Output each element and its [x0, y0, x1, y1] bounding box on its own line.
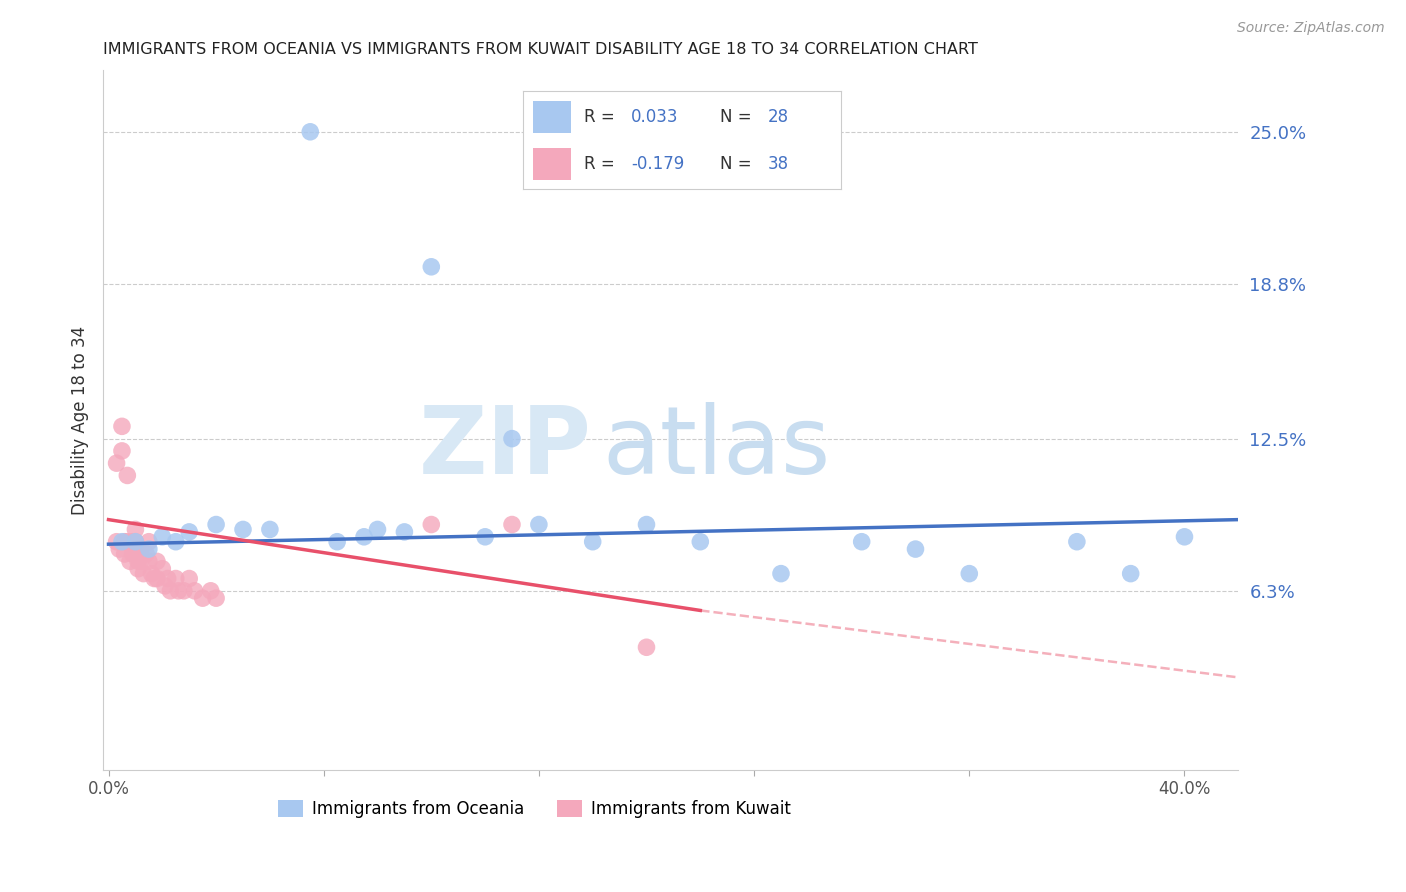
Point — [394, 524, 416, 539]
Point — [851, 534, 873, 549]
Text: ZIP: ZIP — [419, 402, 592, 494]
Point — [129, 542, 152, 557]
Point — [165, 534, 187, 549]
Point — [108, 542, 131, 557]
Point — [474, 530, 496, 544]
Point — [200, 583, 222, 598]
Point — [121, 534, 143, 549]
Point — [127, 554, 149, 568]
Point — [501, 432, 523, 446]
Point — [138, 554, 160, 568]
Legend: Immigrants from Oceania, Immigrants from Kuwait: Immigrants from Oceania, Immigrants from… — [271, 793, 797, 824]
Point — [957, 566, 980, 581]
Point — [150, 562, 173, 576]
Point — [118, 554, 141, 568]
Point — [111, 443, 134, 458]
Point — [143, 572, 166, 586]
Point — [129, 554, 152, 568]
Point — [1066, 534, 1088, 549]
Point — [1173, 530, 1195, 544]
Point — [179, 524, 201, 539]
Point — [138, 542, 160, 557]
Point — [259, 523, 281, 537]
Point — [167, 583, 190, 598]
Point — [121, 547, 143, 561]
Point — [173, 583, 195, 598]
Point — [117, 468, 139, 483]
Point — [146, 554, 169, 568]
Point — [124, 534, 146, 549]
Y-axis label: Disability Age 18 to 34: Disability Age 18 to 34 — [72, 326, 89, 515]
Point — [904, 542, 927, 557]
Point — [111, 419, 134, 434]
Point — [153, 579, 176, 593]
Text: IMMIGRANTS FROM OCEANIA VS IMMIGRANTS FROM KUWAIT DISABILITY AGE 18 TO 34 CORREL: IMMIGRANTS FROM OCEANIA VS IMMIGRANTS FR… — [103, 42, 979, 57]
Point — [420, 517, 443, 532]
Text: Source: ZipAtlas.com: Source: ZipAtlas.com — [1237, 21, 1385, 35]
Point — [159, 583, 181, 598]
Point — [353, 530, 375, 544]
Point — [114, 534, 136, 549]
Point — [205, 591, 228, 606]
Point — [205, 517, 228, 532]
Point — [114, 547, 136, 561]
Point — [501, 517, 523, 532]
Point — [366, 523, 388, 537]
Point — [769, 566, 792, 581]
Point — [299, 125, 322, 139]
Point — [117, 534, 139, 549]
Point — [420, 260, 443, 274]
Point — [105, 456, 128, 470]
Point — [124, 547, 146, 561]
Point — [141, 566, 163, 581]
Point — [127, 562, 149, 576]
Point — [105, 534, 128, 549]
Point — [165, 572, 187, 586]
Point — [124, 534, 146, 549]
Point — [636, 640, 658, 655]
Point — [582, 534, 605, 549]
Point — [1119, 566, 1142, 581]
Point — [689, 534, 711, 549]
Point — [111, 534, 134, 549]
Point — [191, 591, 214, 606]
Point — [150, 530, 173, 544]
Point — [146, 572, 169, 586]
Point — [232, 523, 254, 537]
Point — [326, 534, 349, 549]
Point — [636, 517, 658, 532]
Point — [138, 534, 160, 549]
Point — [132, 566, 155, 581]
Point — [179, 572, 201, 586]
Point — [135, 547, 157, 561]
Point — [156, 572, 179, 586]
Point — [124, 523, 146, 537]
Text: atlas: atlas — [603, 402, 831, 494]
Point — [527, 517, 550, 532]
Point — [183, 583, 205, 598]
